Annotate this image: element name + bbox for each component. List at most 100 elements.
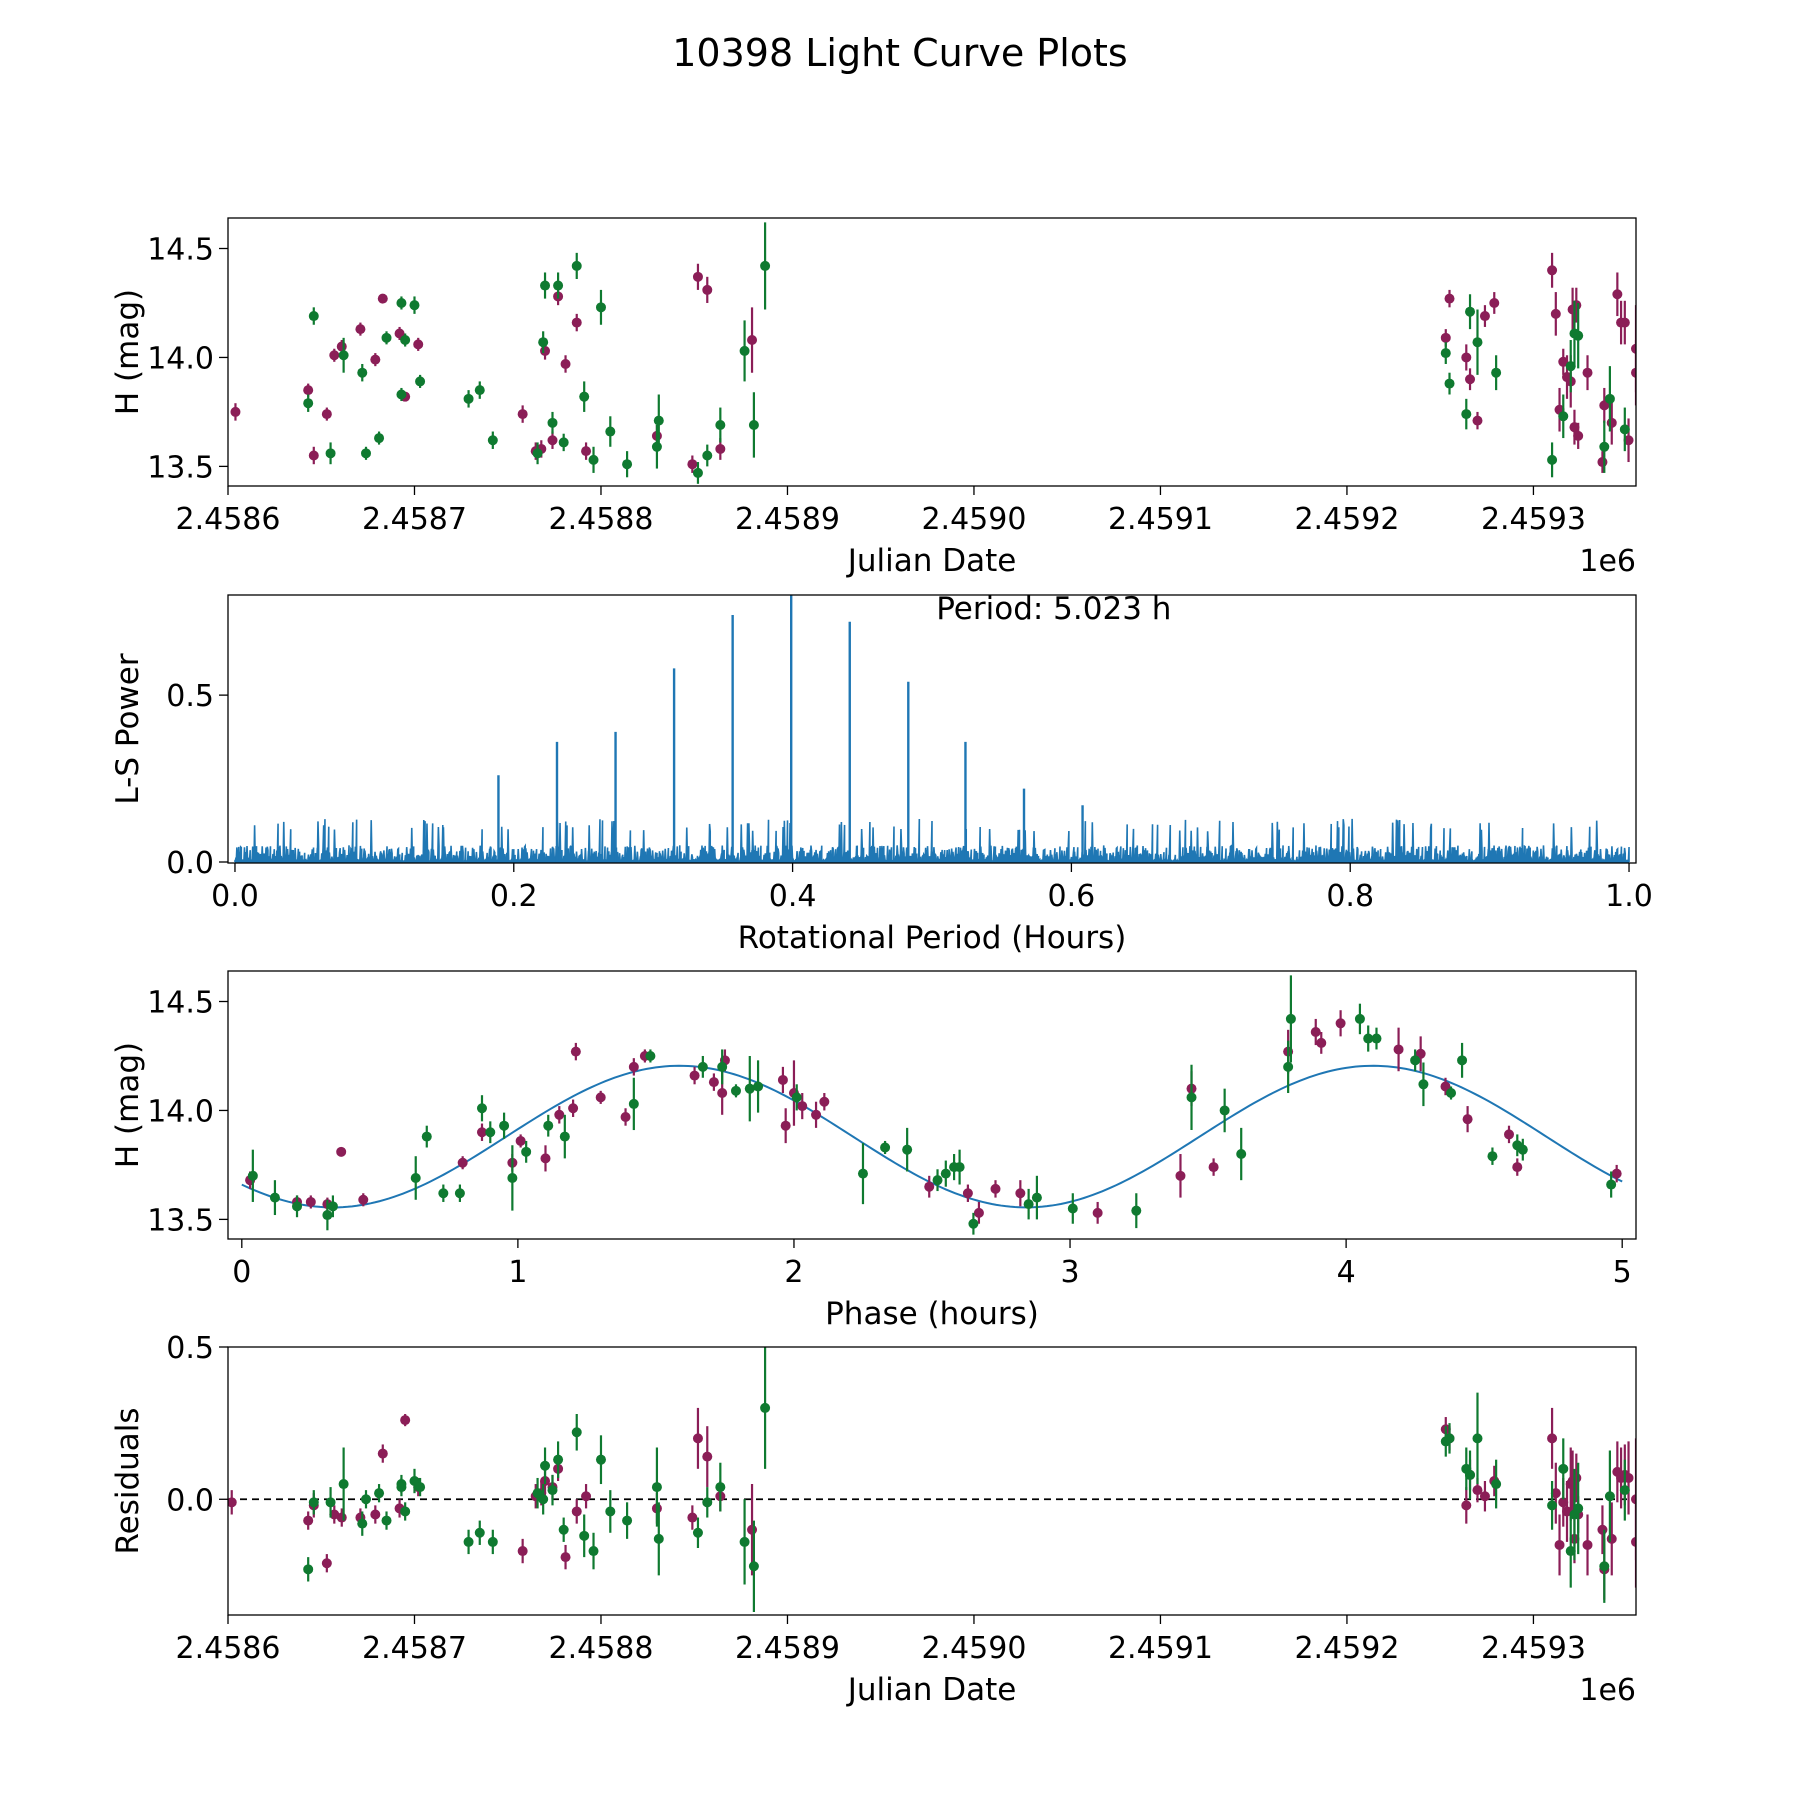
data-point bbox=[744, 1083, 755, 1094]
data-point bbox=[697, 1061, 708, 1072]
data-point bbox=[1512, 1162, 1523, 1173]
data-point bbox=[880, 1142, 891, 1153]
x-tick-label: 0.6 bbox=[1048, 879, 1096, 914]
data-point bbox=[760, 260, 771, 271]
data-point bbox=[1573, 430, 1584, 441]
data-point bbox=[381, 332, 392, 343]
data-point bbox=[1283, 1061, 1294, 1072]
data-point bbox=[1599, 400, 1610, 411]
data-point bbox=[1573, 330, 1584, 341]
data-point bbox=[540, 280, 551, 291]
data-point bbox=[361, 1494, 372, 1505]
data-point bbox=[1569, 422, 1580, 433]
data-point bbox=[968, 1218, 979, 1229]
x-tick-label: 2.4588 bbox=[548, 1631, 653, 1666]
data-point bbox=[329, 350, 340, 361]
data-point bbox=[1363, 1033, 1374, 1044]
data-point bbox=[857, 1168, 868, 1179]
data-point bbox=[1604, 393, 1615, 404]
x-axis-label: Rotational Period (Hours) bbox=[738, 920, 1127, 956]
data-point bbox=[1547, 265, 1558, 276]
y-tick-label: 0.0 bbox=[166, 846, 214, 881]
y-tick-label: 13.5 bbox=[147, 1203, 214, 1238]
data-point bbox=[558, 1524, 569, 1535]
data-point bbox=[990, 1183, 1001, 1194]
y-axis-label: L-S Power bbox=[110, 653, 146, 804]
y-axis-label: H (mag) bbox=[110, 1042, 146, 1168]
data-point bbox=[303, 1564, 314, 1575]
data-point bbox=[357, 367, 368, 378]
data-point bbox=[515, 1135, 526, 1146]
data-point bbox=[474, 385, 485, 396]
data-point bbox=[954, 1162, 965, 1173]
data-point bbox=[1479, 1491, 1490, 1502]
data-point bbox=[1554, 1539, 1565, 1550]
data-point bbox=[811, 1109, 822, 1120]
data-point bbox=[1461, 1500, 1472, 1511]
data-point bbox=[1465, 306, 1476, 317]
data-point bbox=[819, 1096, 830, 1107]
data-point bbox=[517, 1546, 528, 1557]
data-point bbox=[1472, 415, 1483, 426]
panel-residuals: 2.4586 2.4587 2.4588 2.4589 2.4590 2.4591 2.45… bbox=[110, 1331, 1637, 1708]
data-point bbox=[438, 1188, 449, 1199]
data-point bbox=[1444, 293, 1455, 304]
data-point bbox=[1547, 1433, 1558, 1444]
x-tick-label: 1 bbox=[508, 1255, 527, 1290]
data-point bbox=[739, 1536, 750, 1547]
data-point bbox=[308, 450, 319, 461]
data-point bbox=[1418, 1079, 1429, 1090]
x-tick-label: 5 bbox=[1613, 1255, 1632, 1290]
panel-light-curve: 2.4586 2.4587 2.4588 2.4589 2.4590 2.4591 2.45… bbox=[110, 217, 1637, 579]
data-point bbox=[377, 1448, 388, 1459]
data-point bbox=[1599, 441, 1610, 452]
data-point bbox=[474, 1527, 485, 1538]
data-point bbox=[303, 385, 314, 396]
data-point bbox=[1015, 1188, 1026, 1199]
data-point bbox=[1558, 1463, 1569, 1474]
data-point bbox=[540, 345, 551, 356]
axes-frame bbox=[227, 970, 1637, 1240]
data-point bbox=[702, 450, 713, 461]
data-point bbox=[777, 1074, 788, 1085]
data-point bbox=[653, 415, 664, 426]
data-point bbox=[651, 1482, 662, 1493]
data-point bbox=[692, 1433, 703, 1444]
data-point bbox=[415, 1482, 426, 1493]
x-offset-label: 1e6 bbox=[1579, 544, 1636, 579]
data-point bbox=[715, 419, 726, 430]
data-point bbox=[454, 1188, 465, 1199]
data-point bbox=[321, 1558, 332, 1569]
data-point bbox=[797, 1101, 808, 1112]
data-point bbox=[457, 1157, 468, 1168]
data-point bbox=[1131, 1205, 1142, 1216]
data-point bbox=[1489, 297, 1500, 308]
x-axis-label: Julian Date bbox=[846, 1672, 1017, 1708]
data-point bbox=[1565, 361, 1576, 372]
data-point bbox=[540, 1153, 551, 1164]
data-point bbox=[1606, 1179, 1617, 1190]
axes-frame bbox=[227, 1346, 1637, 1616]
data-point bbox=[269, 1192, 280, 1203]
data-point bbox=[396, 1482, 407, 1493]
data-point bbox=[748, 419, 759, 430]
series-series_b bbox=[303, 1347, 1630, 1612]
data-point bbox=[940, 1168, 951, 1179]
data-point bbox=[532, 448, 543, 459]
data-point bbox=[579, 391, 590, 402]
data-point bbox=[595, 1454, 606, 1465]
data-point bbox=[1491, 367, 1502, 378]
data-point bbox=[1186, 1092, 1197, 1103]
data-point bbox=[1371, 1033, 1382, 1044]
data-point bbox=[1440, 1081, 1451, 1092]
data-point bbox=[730, 1085, 741, 1096]
axes-frame bbox=[227, 594, 1637, 864]
data-point bbox=[748, 1561, 759, 1572]
data-point bbox=[1582, 1539, 1593, 1550]
y-tick-label: 0.0 bbox=[166, 1483, 214, 1518]
data-point bbox=[338, 1479, 349, 1490]
data-point bbox=[400, 1506, 411, 1517]
data-point bbox=[1444, 378, 1455, 389]
data-point bbox=[560, 358, 571, 369]
